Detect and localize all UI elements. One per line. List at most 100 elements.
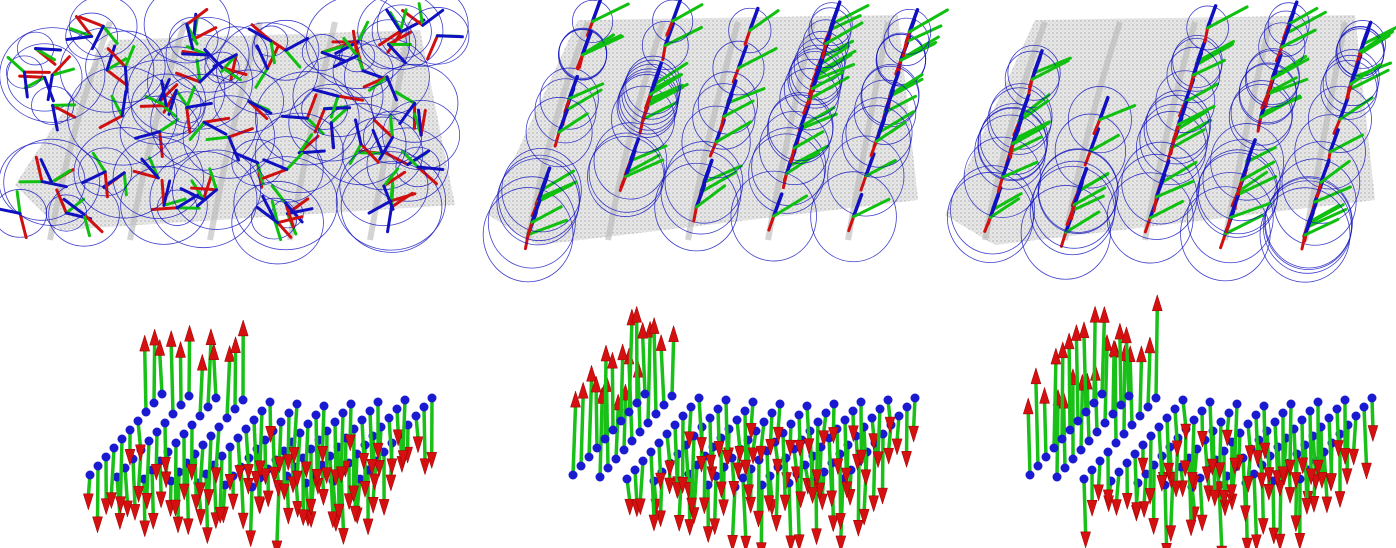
- frame-axis: [195, 188, 219, 208]
- frame-axis: [1030, 59, 1070, 81]
- arrow-head: [1348, 448, 1360, 466]
- frame-axis: [269, 39, 276, 65]
- point-ball: [608, 425, 618, 435]
- point-ball: [721, 395, 731, 405]
- arrow-shaft: [1265, 430, 1271, 470]
- frame-circle: [231, 181, 324, 265]
- arrow-head: [100, 498, 112, 516]
- arrow-shaft: [1060, 355, 1065, 440]
- frame-axis: [262, 158, 289, 171]
- frame-axis: [50, 55, 71, 77]
- frame-axis: [305, 116, 325, 136]
- frame-axis: [247, 99, 273, 115]
- arrow-shaft: [176, 471, 181, 519]
- frame-axis: [899, 40, 938, 62]
- frame-circle: [254, 71, 360, 166]
- frame-axis: [51, 103, 77, 107]
- point-ball: [600, 434, 610, 444]
- ridge: [1222, 21, 1273, 241]
- arrow-head: [1180, 423, 1192, 441]
- frame-axis: [553, 130, 561, 148]
- frame-axis: [185, 101, 213, 109]
- arrow-shaft: [795, 473, 801, 537]
- arrow-head: [818, 430, 830, 448]
- frame-axis: [714, 120, 753, 144]
- frame-circle: [1166, 46, 1221, 104]
- point-ball: [732, 415, 742, 425]
- point-ball: [411, 411, 421, 421]
- frame-axis: [530, 198, 542, 225]
- frame-circle: [48, 182, 120, 247]
- arrow-shaft: [304, 423, 310, 464]
- frame-circle: [0, 189, 47, 238]
- arrow-head: [160, 456, 171, 474]
- frame-circle: [692, 83, 756, 150]
- frame-axis: [105, 68, 129, 87]
- frame-axis: [983, 215, 992, 233]
- frame-circle: [1135, 111, 1207, 186]
- point-ball: [1068, 454, 1078, 464]
- frame-axis: [185, 105, 192, 134]
- arrow-shaft: [123, 467, 130, 504]
- point-ball: [638, 456, 648, 466]
- arrow-head: [1121, 493, 1133, 511]
- arrow-shaft: [320, 405, 326, 449]
- point-ball: [1235, 428, 1245, 438]
- frame-axis: [389, 177, 395, 203]
- frame-circle: [288, 84, 375, 162]
- arrow-head: [292, 501, 303, 519]
- frame-circle: [172, 149, 262, 230]
- frame-axis: [792, 124, 805, 150]
- frame-axis: [284, 36, 310, 52]
- ridge: [605, 21, 666, 241]
- arrow-shaft: [876, 408, 882, 454]
- frame-axis: [247, 27, 273, 43]
- frame-circle: [1197, 149, 1279, 235]
- arrow-shaft: [1241, 457, 1248, 508]
- frame-axis: [743, 29, 752, 47]
- frame-circle: [887, 8, 932, 55]
- arrow-head: [205, 327, 217, 346]
- arrow-head: [607, 351, 618, 369]
- arrow-shaft: [1292, 428, 1298, 475]
- arrow-shaft: [697, 397, 704, 440]
- point-ball: [595, 472, 605, 482]
- arrow-head: [359, 481, 371, 499]
- point-ball: [203, 402, 213, 412]
- surface-panel: [482, 0, 949, 283]
- arrow-head: [634, 498, 646, 516]
- frame-circle: [339, 39, 376, 73]
- arrow-head: [344, 434, 356, 452]
- arrow-shaft: [286, 412, 291, 457]
- frame-circle: [1029, 165, 1115, 256]
- arrow-head: [1214, 462, 1226, 480]
- point-ball: [1135, 411, 1145, 421]
- arrow-head: [779, 494, 791, 512]
- arrow-head: [1148, 518, 1159, 536]
- arrow-head: [855, 449, 867, 467]
- point-ball: [748, 397, 758, 407]
- frame-axis: [1245, 146, 1277, 164]
- arrow-head: [702, 526, 714, 544]
- arrow-shaft: [843, 419, 849, 471]
- point-ball: [1073, 416, 1083, 426]
- arrow-shaft: [1092, 320, 1097, 404]
- frame-axis: [34, 155, 44, 184]
- arrow-head: [203, 489, 215, 507]
- arrow-shaft: [1273, 421, 1280, 473]
- frame-circle: [1007, 45, 1061, 101]
- arrow-head: [1170, 480, 1182, 498]
- frame-circle: [1143, 94, 1211, 165]
- arrow-head: [139, 520, 151, 538]
- frame-circle: [1032, 160, 1117, 249]
- frame-axis: [1088, 133, 1120, 153]
- arrow-shaft: [206, 342, 213, 408]
- arrow-shaft: [1319, 426, 1324, 475]
- frame-axis: [649, 73, 683, 96]
- frame-axis: [1011, 121, 1051, 145]
- frame-axis: [567, 74, 579, 101]
- arrow-head: [1114, 322, 1126, 340]
- frame-circle: [748, 133, 825, 214]
- frame-axis: [1270, 57, 1310, 81]
- arrow-head: [728, 481, 740, 499]
